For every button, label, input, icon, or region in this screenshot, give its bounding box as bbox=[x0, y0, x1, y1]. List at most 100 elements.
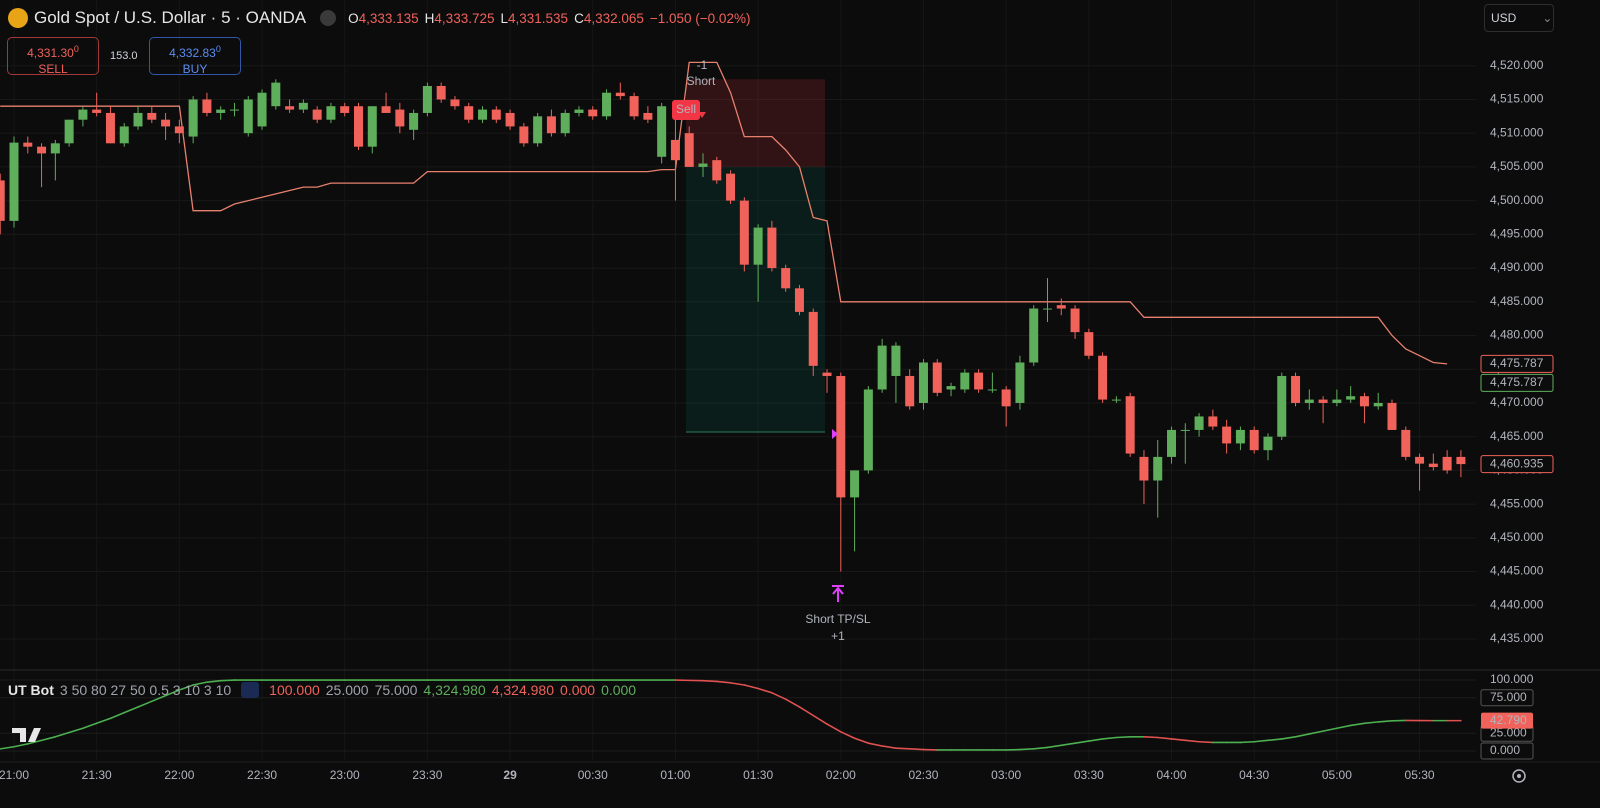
x-tick-label: 29 bbox=[503, 768, 517, 782]
indicator-line bbox=[1322, 727, 1338, 732]
candle-body bbox=[1153, 456, 1163, 481]
price-badge bbox=[1480, 354, 1554, 373]
indicator-tick-box bbox=[1480, 742, 1534, 760]
sell-button[interactable]: 4,331.300 SELL bbox=[7, 37, 99, 76]
candle-body bbox=[698, 163, 708, 167]
currency-select[interactable]: USD ⌄ bbox=[1484, 4, 1554, 32]
candle-body bbox=[298, 102, 308, 110]
candle-body bbox=[1332, 399, 1342, 403]
indicator-line bbox=[1280, 735, 1297, 740]
buy-button[interactable]: 4,332.830 BUY bbox=[149, 37, 241, 76]
indicator-name: UT Bot bbox=[8, 682, 54, 698]
candle-body bbox=[285, 106, 295, 110]
settings-icon[interactable] bbox=[1512, 769, 1526, 783]
trail-line bbox=[0, 61, 1448, 365]
indicator-line bbox=[1032, 746, 1049, 750]
indicator-line bbox=[1294, 733, 1311, 738]
candle-body bbox=[781, 268, 791, 289]
candle-body bbox=[946, 386, 956, 390]
indicator-line bbox=[178, 684, 194, 691]
indicator-line bbox=[715, 680, 732, 684]
candle-body bbox=[1263, 436, 1273, 451]
candle-body bbox=[174, 126, 184, 134]
candle-body bbox=[1249, 429, 1259, 451]
candle-body bbox=[657, 106, 667, 157]
price-badge bbox=[1480, 455, 1554, 474]
candle-body bbox=[1387, 402, 1397, 430]
indicator-value: 0.000 bbox=[601, 682, 637, 698]
candle-body bbox=[1001, 389, 1011, 407]
y-tick-label: 4,495.000 bbox=[1490, 227, 1544, 241]
candle-body bbox=[312, 109, 322, 120]
candle-body bbox=[92, 109, 102, 113]
tv-logo bbox=[12, 728, 41, 742]
x-tick-label: 23:30 bbox=[412, 768, 442, 782]
sell-arrow bbox=[698, 112, 706, 118]
candle-body bbox=[684, 133, 694, 167]
y-tick-label: 4,485.000 bbox=[1490, 294, 1544, 308]
candle-body bbox=[1304, 399, 1314, 403]
indicator-line bbox=[1101, 736, 1118, 740]
annotation: Short TP/SL bbox=[805, 612, 870, 626]
indicator-line bbox=[729, 682, 746, 686]
target-zone bbox=[686, 166, 825, 432]
indicator-icon[interactable] bbox=[241, 682, 260, 698]
candle-body bbox=[1111, 399, 1121, 401]
indicator-tick-label: 0.000 bbox=[1490, 743, 1520, 757]
candle-body bbox=[23, 142, 33, 147]
candle-body bbox=[1043, 308, 1052, 310]
candle-body bbox=[767, 227, 777, 269]
candle-body bbox=[1194, 416, 1204, 430]
indicator-line bbox=[839, 731, 856, 740]
indicator-line bbox=[192, 681, 208, 686]
indicator-value: 25.000 bbox=[325, 682, 369, 698]
collapse-button[interactable] bbox=[320, 10, 337, 26]
candle-body bbox=[753, 227, 763, 265]
indicator-last-badge bbox=[1481, 712, 1533, 729]
ohlc-value: 4,332.065 bbox=[583, 10, 644, 26]
candle-body bbox=[1139, 456, 1149, 481]
indicator-line bbox=[1143, 735, 1159, 739]
candle-body bbox=[1084, 332, 1094, 356]
x-tick-label: 04:30 bbox=[1239, 768, 1269, 782]
y-tick-label: 4,480.000 bbox=[1490, 328, 1544, 342]
x-tick-label: 05:00 bbox=[1322, 768, 1352, 782]
indicator-line bbox=[54, 731, 70, 738]
candle-body bbox=[905, 375, 915, 407]
candle-body bbox=[450, 99, 460, 107]
candle-body bbox=[863, 389, 873, 471]
ohlc-label: O bbox=[348, 10, 359, 26]
candle-body bbox=[1442, 456, 1452, 471]
candle-body bbox=[1346, 396, 1356, 400]
ohlc-value: 4,331.535 bbox=[508, 10, 569, 26]
candle-body bbox=[395, 109, 405, 127]
candle-body bbox=[188, 99, 198, 137]
x-tick-label: 21:00 bbox=[0, 768, 29, 782]
candle-body bbox=[1359, 396, 1369, 407]
y-tick-label: 4,435.000 bbox=[1490, 631, 1544, 645]
ohlc-label: L bbox=[500, 10, 508, 26]
symbol[interactable]: Gold Spot / U.S. Dollar · 5 · OANDA bbox=[34, 8, 307, 27]
candle-body bbox=[836, 375, 846, 498]
candle-body bbox=[381, 106, 391, 113]
candle-body bbox=[712, 160, 722, 181]
indicator-line bbox=[1019, 748, 1035, 751]
indicator-line bbox=[0, 745, 15, 750]
candle-body bbox=[354, 106, 363, 147]
candle-body bbox=[574, 109, 584, 113]
candle-body bbox=[202, 99, 212, 113]
sell-label: SELL bbox=[38, 62, 68, 76]
candle-body bbox=[491, 109, 501, 120]
indicator-line bbox=[1349, 722, 1366, 727]
candle-body bbox=[464, 106, 474, 120]
candle-body bbox=[340, 106, 350, 113]
indicator-line bbox=[1308, 730, 1324, 735]
candle-body bbox=[9, 142, 19, 221]
x-tick-label: 22:00 bbox=[164, 768, 194, 782]
indicator-line bbox=[812, 714, 828, 725]
indicator-line bbox=[1074, 740, 1090, 744]
x-tick-label: 01:00 bbox=[660, 768, 690, 782]
y-tick-label: 4,510.000 bbox=[1490, 125, 1544, 139]
indicator-line bbox=[895, 747, 911, 750]
stop-zone bbox=[686, 79, 825, 167]
